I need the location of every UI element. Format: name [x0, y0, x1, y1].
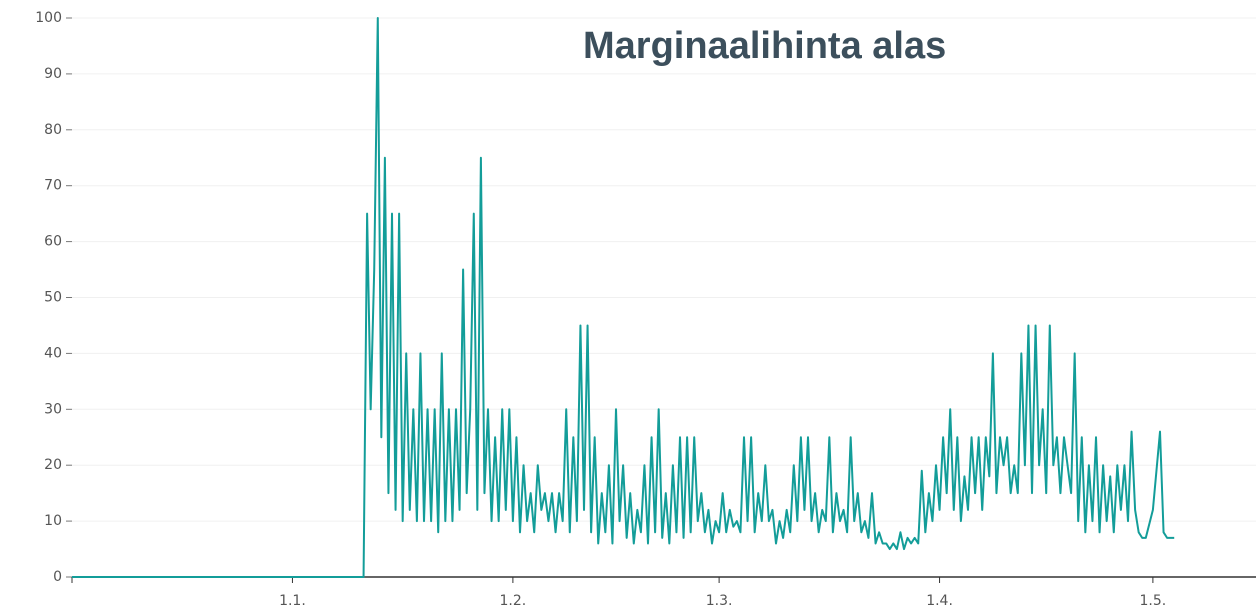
x-tick-label: 1.1.: [279, 593, 306, 609]
x-tick-label: 1.5.: [1140, 593, 1167, 609]
y-tick-label: 40: [44, 345, 62, 361]
y-tick-label: 90: [44, 66, 62, 82]
x-tick-label: 1.2.: [500, 593, 527, 609]
y-tick-label: 50: [44, 290, 62, 306]
line-series: [72, 17, 1175, 578]
y-tick-label: 10: [44, 513, 62, 529]
y-tick-label: 70: [44, 178, 62, 194]
y-tick-label: 30: [44, 401, 62, 417]
y-tick-label: 80: [44, 122, 62, 138]
x-tick-label: 1.4.: [926, 593, 953, 609]
chart-title: Marginaalihinta alas: [583, 25, 946, 67]
plot: 0 10 20 30 40 50 60 70 80 90 100 1.1. 1.2. 1.3. 1.4. 1.…: [35, 10, 1256, 609]
y-tick-label: 20: [44, 457, 62, 473]
y-tick-label: 100: [35, 10, 62, 26]
x-tick-label: 1.3.: [706, 593, 733, 609]
y-tick-label: 0: [53, 569, 62, 585]
y-tick-label: 60: [44, 234, 62, 250]
